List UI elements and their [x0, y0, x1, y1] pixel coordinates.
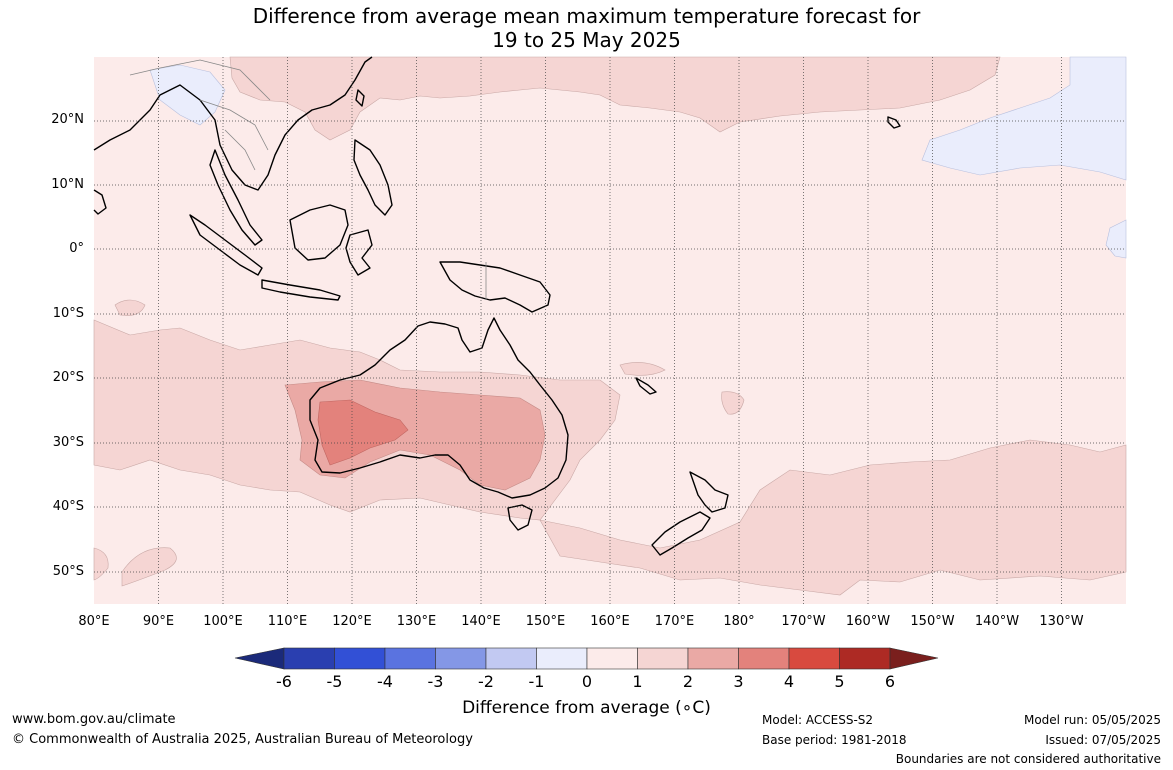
colorbar-bin — [485, 647, 537, 670]
model-text: Model: ACCESS-S2 — [762, 713, 874, 727]
model-run-text: Model run: 05/05/2025 — [1023, 713, 1161, 727]
colorbar-tick: 6 — [884, 672, 896, 691]
anomaly-zone-north-pacific — [921, 56, 1127, 181]
lon-label: 140°E — [461, 614, 501, 629]
new-zealand-south-coastline — [651, 511, 711, 556]
colorbar-extend-low — [234, 647, 285, 670]
boundaries-note: Boundaries are not considered authoritat… — [895, 752, 1161, 766]
colorbar-tick: 1 — [632, 672, 643, 691]
philippines-coastline — [353, 139, 393, 216]
lon-label: 140°W — [974, 614, 1020, 629]
australia-coastline — [309, 317, 569, 499]
hawaii-coastline — [887, 116, 901, 129]
colorbar-tick: -3 — [427, 672, 444, 691]
colorbar-tick: 2 — [682, 672, 694, 691]
lon-label: 130°E — [396, 614, 437, 629]
lat-label: 20°N — [51, 112, 84, 127]
malay-peninsula-coastline — [209, 149, 263, 246]
sulawesi-coastline — [345, 229, 373, 276]
colorbar-tick: 4 — [783, 672, 795, 691]
colorbar-bin — [283, 647, 335, 670]
lon-label: 150°E — [525, 614, 566, 629]
asia-mainland-coastline — [93, 56, 373, 191]
anomaly-minus1-0-zones — [149, 56, 1127, 259]
colorbar-bin — [687, 647, 739, 670]
colorbar-tick: 3 — [733, 672, 744, 691]
colorbar-tick: -5 — [326, 672, 343, 691]
lon-label: 110°E — [267, 614, 308, 629]
anomaly-zone-tasman-south-pacific — [539, 439, 1127, 596]
lat-label: 10°S — [52, 306, 84, 321]
anomaly-zone-small-3 — [721, 391, 745, 415]
website-link[interactable]: www.bom.gov.au/climate — [12, 712, 176, 727]
lon-label: 160°E — [590, 614, 630, 629]
colorbar-bin — [334, 647, 386, 670]
lat-label: 20°S — [52, 370, 84, 385]
colorbar-bin — [384, 647, 436, 670]
colorbar-bin — [586, 647, 638, 670]
borneo-coastline — [289, 204, 349, 261]
colorbar — [234, 647, 939, 670]
lat-label: 0° — [69, 241, 84, 256]
colorbar-tick: -2 — [478, 672, 494, 691]
tasmania-coastline — [507, 504, 533, 531]
anomaly-zone-southeast-asia — [149, 64, 226, 126]
lon-label: 120°E — [332, 614, 372, 629]
colorbar-bin — [788, 647, 840, 670]
anomaly-zone-east-equator — [1105, 219, 1127, 259]
copyright-text: © Commonwealth of Australia 2025, Austra… — [12, 732, 473, 747]
lat-label: 10°N — [51, 177, 84, 192]
new-guinea-coastline — [439, 261, 551, 313]
colorbar-bin — [839, 647, 891, 670]
new-caledonia-coastline — [635, 377, 657, 395]
sumatra-coastline — [189, 214, 263, 276]
lon-label: 170°E — [654, 614, 695, 629]
colorbar-tick: 5 — [834, 672, 845, 691]
lon-label: 130°W — [1039, 614, 1084, 629]
map-title: Difference from average mean maximum tem… — [0, 4, 1173, 52]
issued-text: Issued: 07/05/2025 — [1045, 733, 1161, 747]
colorbar-tick: -4 — [377, 672, 393, 691]
colorbar-bin — [435, 647, 487, 670]
colorbar-bin — [637, 647, 689, 670]
colorbar-tick: -1 — [528, 672, 545, 691]
colorbar-tick: -6 — [276, 672, 292, 691]
lon-label: 90°E — [142, 614, 175, 629]
india-coastline — [93, 189, 107, 215]
anomaly-zone-small-1 — [114, 299, 146, 316]
colorbar-bin — [738, 647, 790, 670]
lat-label: 30°S — [52, 435, 84, 450]
anomaly-zone-small-5 — [121, 547, 177, 587]
map-title-line1: Difference from average mean maximum tem… — [252, 4, 921, 28]
colorbar-bin — [536, 647, 588, 670]
new-zealand-north-coastline — [689, 471, 729, 513]
colorbar-tick: 0 — [581, 672, 593, 691]
anomaly-3-4-zone — [317, 399, 409, 466]
lon-label: 100°E — [203, 614, 243, 629]
colorbar-extend-high — [889, 647, 939, 670]
lat-label: 40°S — [52, 499, 84, 514]
gridlines — [94, 57, 1126, 604]
colorbar-label-text: Difference from average ( — [462, 698, 682, 718]
base-period-text: Base period: 1981-2018 — [762, 733, 907, 747]
anomaly-zone-west-pacific — [229, 56, 1001, 141]
lat-label: 50°S — [52, 564, 84, 579]
lon-label: 170°W — [781, 614, 826, 629]
lon-label: 80°E — [78, 614, 110, 629]
colorbar-label: Difference from average (∘C) — [0, 698, 1173, 718]
coastlines — [93, 56, 901, 556]
country-borders — [129, 59, 487, 300]
java-coastline — [261, 279, 341, 301]
anomaly-zone-small-2 — [619, 362, 666, 376]
colorbar-label-unit: ∘C) — [681, 698, 711, 718]
lon-label: 180° — [723, 614, 755, 629]
lon-label: 150°W — [910, 614, 955, 629]
lon-label: 160°W — [845, 614, 891, 629]
map-title-line2: 19 to 25 May 2025 — [492, 28, 681, 52]
taiwan-coastline — [355, 89, 365, 107]
